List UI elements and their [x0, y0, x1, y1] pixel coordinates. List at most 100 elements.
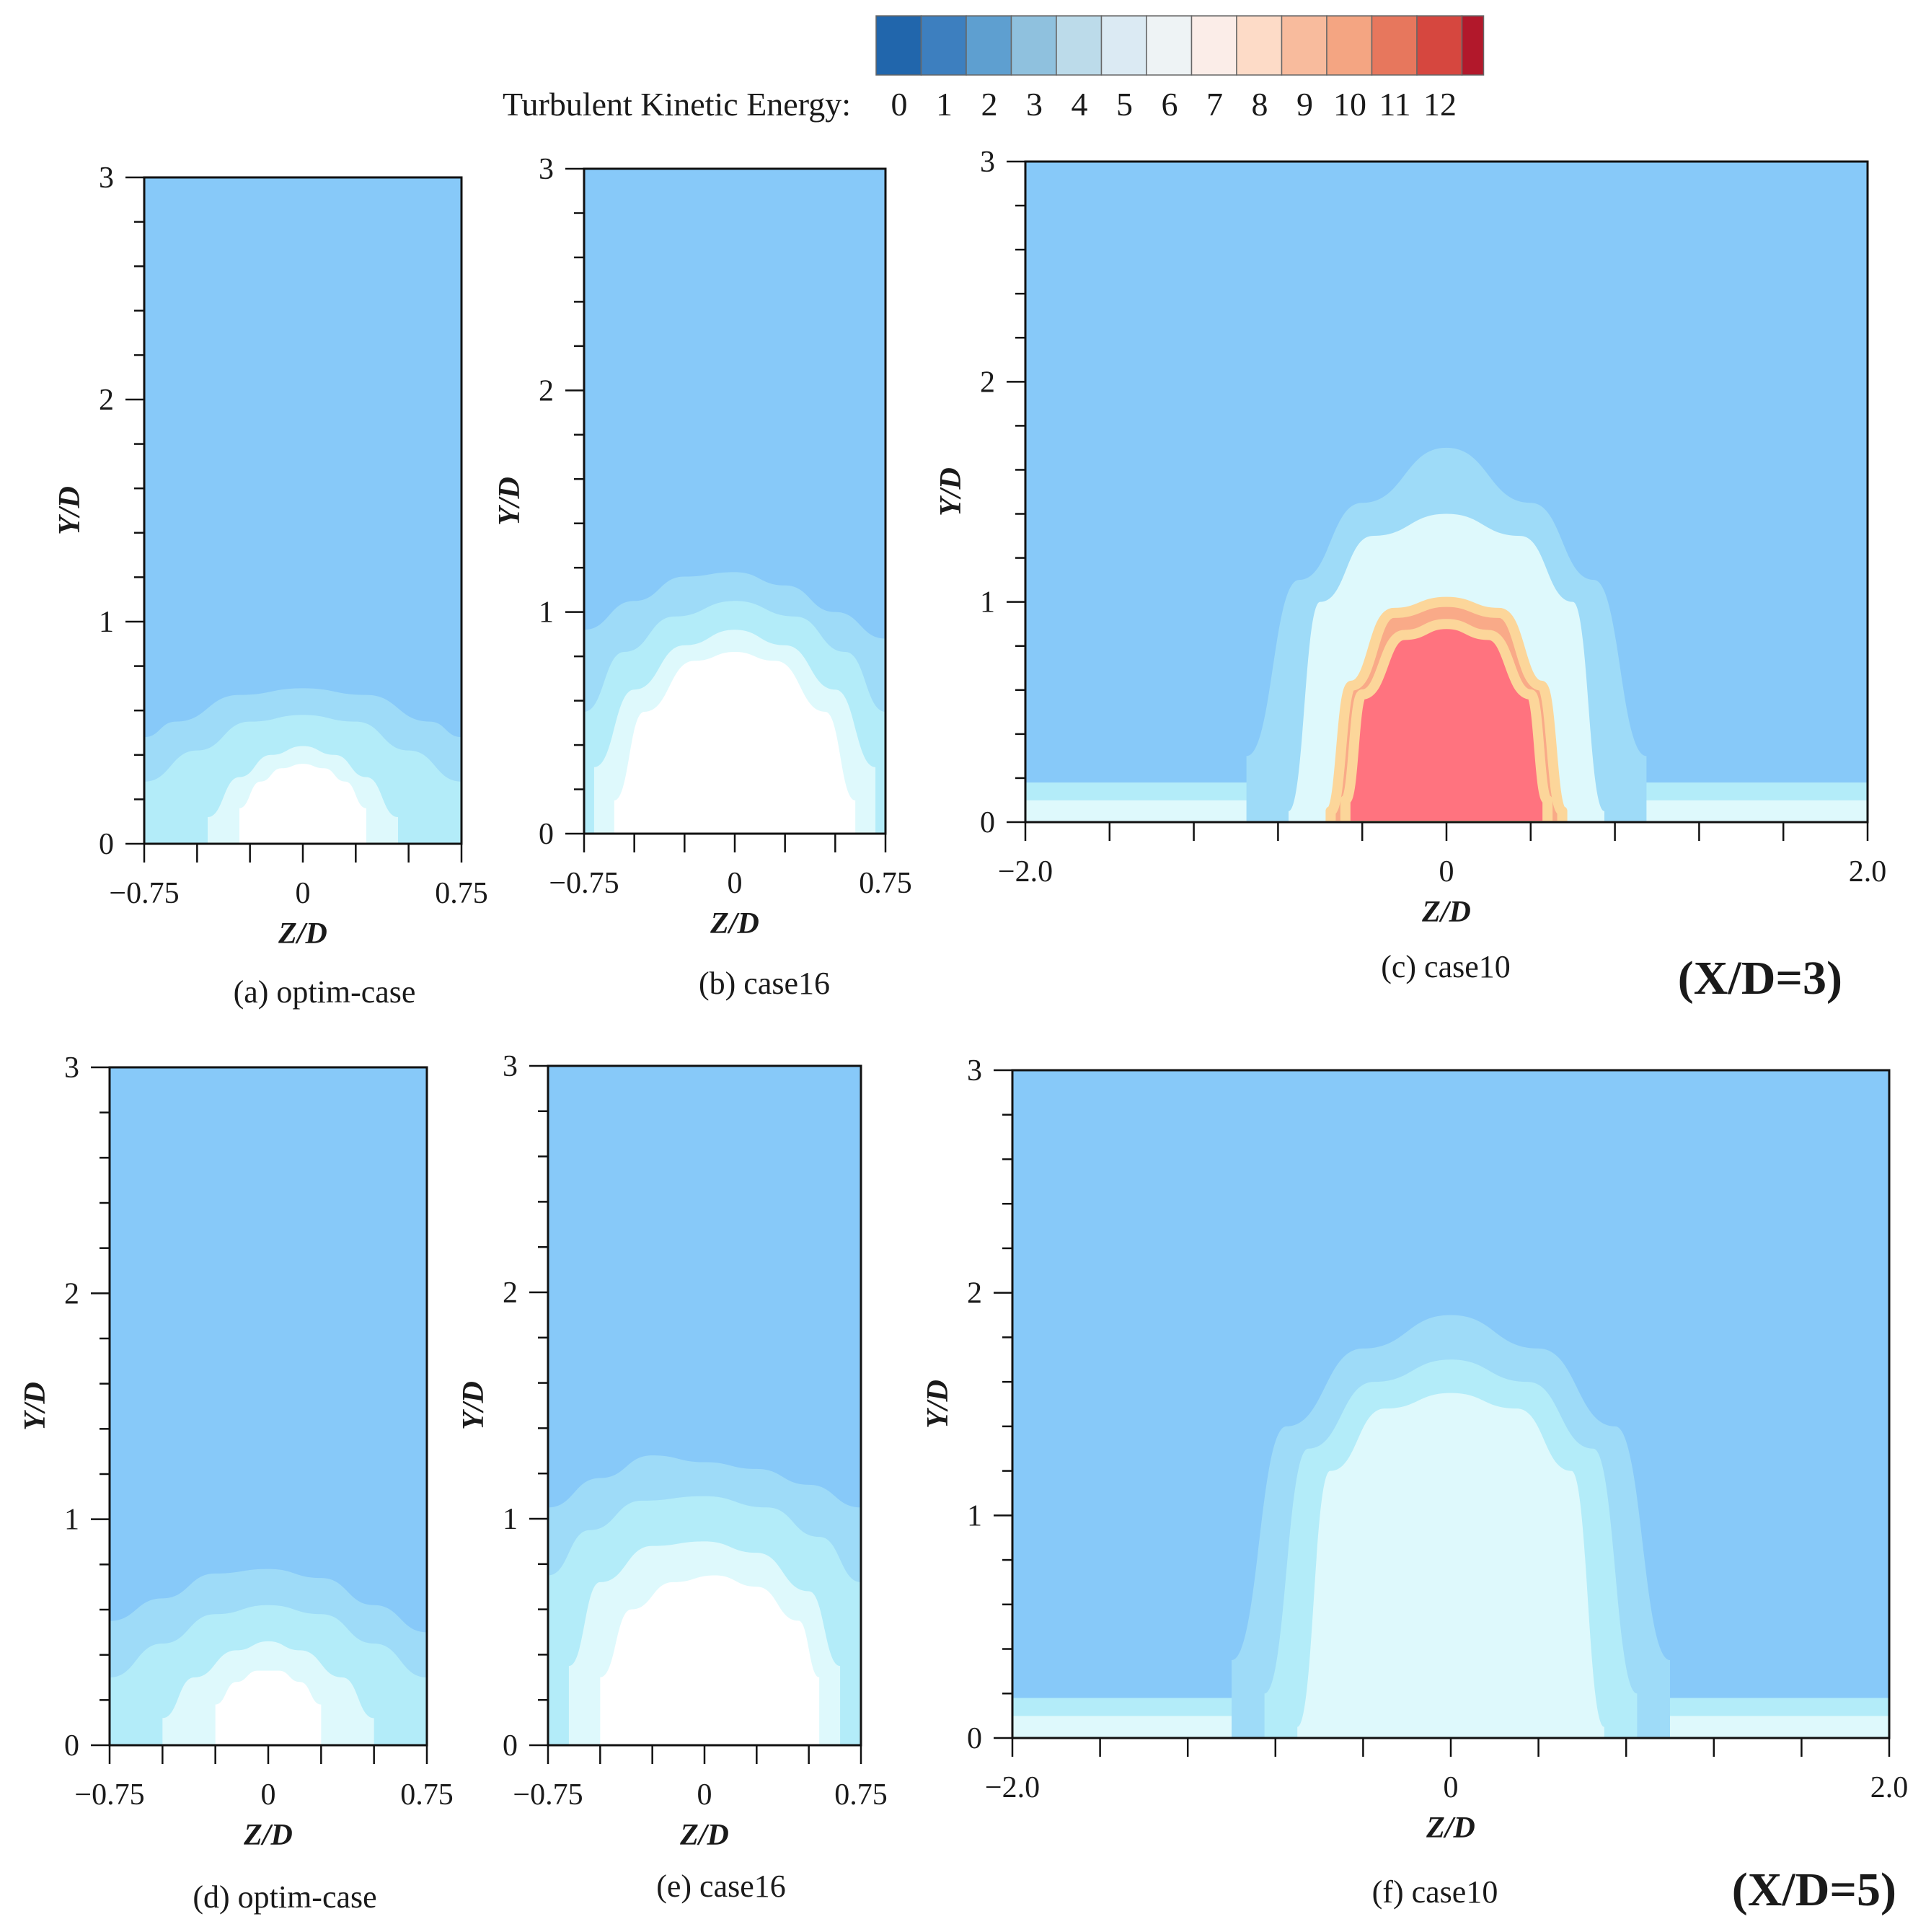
colorbar-swatch	[1371, 15, 1418, 76]
colorbar-tick-label: 0	[891, 86, 908, 123]
colorbar-tick-label: 4	[1072, 86, 1088, 123]
colorbar-swatch	[1281, 15, 1327, 76]
x-axis-label: Z/D	[243, 1819, 293, 1852]
colorbar-title: Turbulent Kinetic Energy:	[503, 86, 851, 123]
y-tick-label: 2	[503, 1276, 518, 1310]
colorbar-swatch	[1461, 15, 1485, 76]
y-axis-label: Y/D	[457, 1381, 490, 1430]
y-axis-label: Y/D	[922, 1380, 955, 1429]
colorbar-tick-label: 11	[1379, 86, 1410, 123]
x-tick-label: 0	[296, 877, 311, 910]
y-axis-label: Y/D	[19, 1382, 52, 1431]
colorbar-swatch	[1416, 15, 1463, 76]
contour-level-6	[614, 651, 856, 834]
contour-level-6	[600, 1575, 820, 1745]
y-tick-label: 1	[99, 606, 114, 639]
colorbar-swatch	[875, 15, 922, 76]
panel-caption: (c) case10	[1381, 949, 1511, 984]
panel-b: 0 1 2 3 −0.75 0 0.75 Z/D Y/D (b) case16	[493, 153, 912, 1001]
colorbar-swatch	[1236, 15, 1283, 76]
colorbar-tick-label: 12	[1423, 86, 1457, 123]
panel-e: 0 1 2 3 −0.75 0 0.75 Z/D Y/D (e) case16	[457, 1050, 888, 1904]
y-tick-label: 3	[503, 1050, 518, 1083]
y-tick-label: 0	[99, 828, 114, 861]
colorbar-swatch	[1056, 15, 1103, 76]
colorbar-swatch	[1146, 15, 1193, 76]
colorbar-tick-label: 7	[1206, 86, 1223, 123]
colorbar-swatch	[1010, 15, 1057, 76]
y-tick-label: 2	[539, 374, 554, 407]
colorbar: 0 1 2 3 4 5 6 7 8 9 10 11 12 Turbulent Kinetic Energ…	[503, 15, 1485, 123]
y-tick-label: 0	[967, 1722, 982, 1755]
contour-level-10	[1340, 619, 1553, 822]
y-tick-label: 0	[503, 1729, 518, 1763]
y-tick-label: 2	[967, 1277, 982, 1310]
x-tick-label: −0.75	[74, 1778, 144, 1812]
colorbar-swatch	[1100, 15, 1147, 76]
x-tick-label: −2.0	[985, 1771, 1040, 1804]
y-tick-label: 3	[980, 146, 995, 179]
y-tick-label: 2	[99, 384, 114, 417]
contour-level-6	[239, 764, 366, 844]
colorbar-tick-label: 3	[1026, 86, 1043, 123]
contour-level-6	[215, 1670, 322, 1745]
colorbar-swatch	[1190, 15, 1237, 76]
y-tick-label: 2	[64, 1277, 79, 1310]
colorbar-swatches	[875, 15, 1485, 76]
contour-field	[1012, 1070, 1889, 1738]
panel-caption: (d) optim-case	[193, 1879, 376, 1915]
colorbar-level-labels: 0 1 2 3 4 5 6 7 8 9 10 11 12	[891, 86, 1457, 123]
x-tick-label: −0.75	[513, 1778, 583, 1812]
y-tick-label: 3	[539, 153, 554, 186]
colorbar-tick-label: 8	[1252, 86, 1268, 123]
x-axis-label: Z/D	[1426, 1812, 1475, 1845]
x-tick-label: −2.0	[998, 855, 1053, 888]
x-tick-label: 0.75	[859, 867, 912, 900]
panel-d: 0 1 2 3 −0.75 0 0.75 Z/D Y/D (d) optim-case	[19, 1051, 454, 1915]
x-tick-label: −0.75	[109, 877, 179, 910]
y-tick-label: 0	[539, 818, 554, 851]
contour-field	[110, 1067, 427, 1745]
y-tick-label: 2	[980, 366, 995, 399]
colorbar-tick-label: 1	[936, 86, 953, 123]
x-tick-label: 0	[1444, 1771, 1459, 1804]
y-tick-label: 3	[64, 1051, 79, 1085]
contour-field	[144, 177, 461, 844]
y-axis-label: Y/D	[935, 467, 968, 516]
panel-caption: (f) case10	[1372, 1874, 1498, 1910]
y-tick-label: 1	[539, 596, 554, 630]
contour-field	[1025, 162, 1868, 822]
colorbar-tick-label: 6	[1162, 86, 1178, 123]
colorbar-tick-label: 10	[1333, 86, 1366, 123]
colorbar-tick-label: 2	[981, 86, 998, 123]
panel-a: 0 1 2 3 −0.75 0 0.75 Z/D Y/D (a) optim-case	[53, 162, 488, 1010]
y-axis-label: Y/D	[53, 486, 87, 535]
x-axis-label: Z/D	[278, 917, 327, 950]
colorbar-tick-label: 5	[1116, 86, 1133, 123]
section-label-xd3: (X/D=3)	[1678, 952, 1842, 1005]
x-axis-label: Z/D	[710, 907, 759, 940]
x-tick-label: 0	[697, 1778, 712, 1812]
contour-field	[548, 1066, 861, 1745]
x-tick-label: −0.75	[549, 867, 619, 900]
colorbar-swatch	[1326, 15, 1373, 76]
y-tick-label: 0	[64, 1729, 79, 1763]
panel-caption: (b) case16	[699, 966, 830, 1001]
x-tick-label: 0	[1439, 855, 1454, 888]
panels: 0 1 2 3 −0.75 0 0.75 Z/D Y/D (a) optim-case 0 1 2 3 −0…	[19, 146, 1908, 1915]
y-tick-label: 3	[967, 1054, 982, 1088]
y-tick-label: 1	[503, 1503, 518, 1536]
y-tick-label: 1	[64, 1504, 79, 1537]
y-tick-label: 0	[980, 806, 995, 839]
x-tick-label: 0	[728, 867, 743, 900]
x-tick-label: 0.75	[834, 1778, 888, 1812]
colorbar-swatch	[966, 15, 1012, 76]
y-tick-label: 1	[967, 1499, 982, 1532]
contour-level-5	[1297, 1393, 1604, 1738]
colorbar-swatch	[920, 15, 967, 76]
x-tick-label: 0.75	[435, 877, 488, 910]
x-tick-label: 0.75	[400, 1778, 454, 1812]
